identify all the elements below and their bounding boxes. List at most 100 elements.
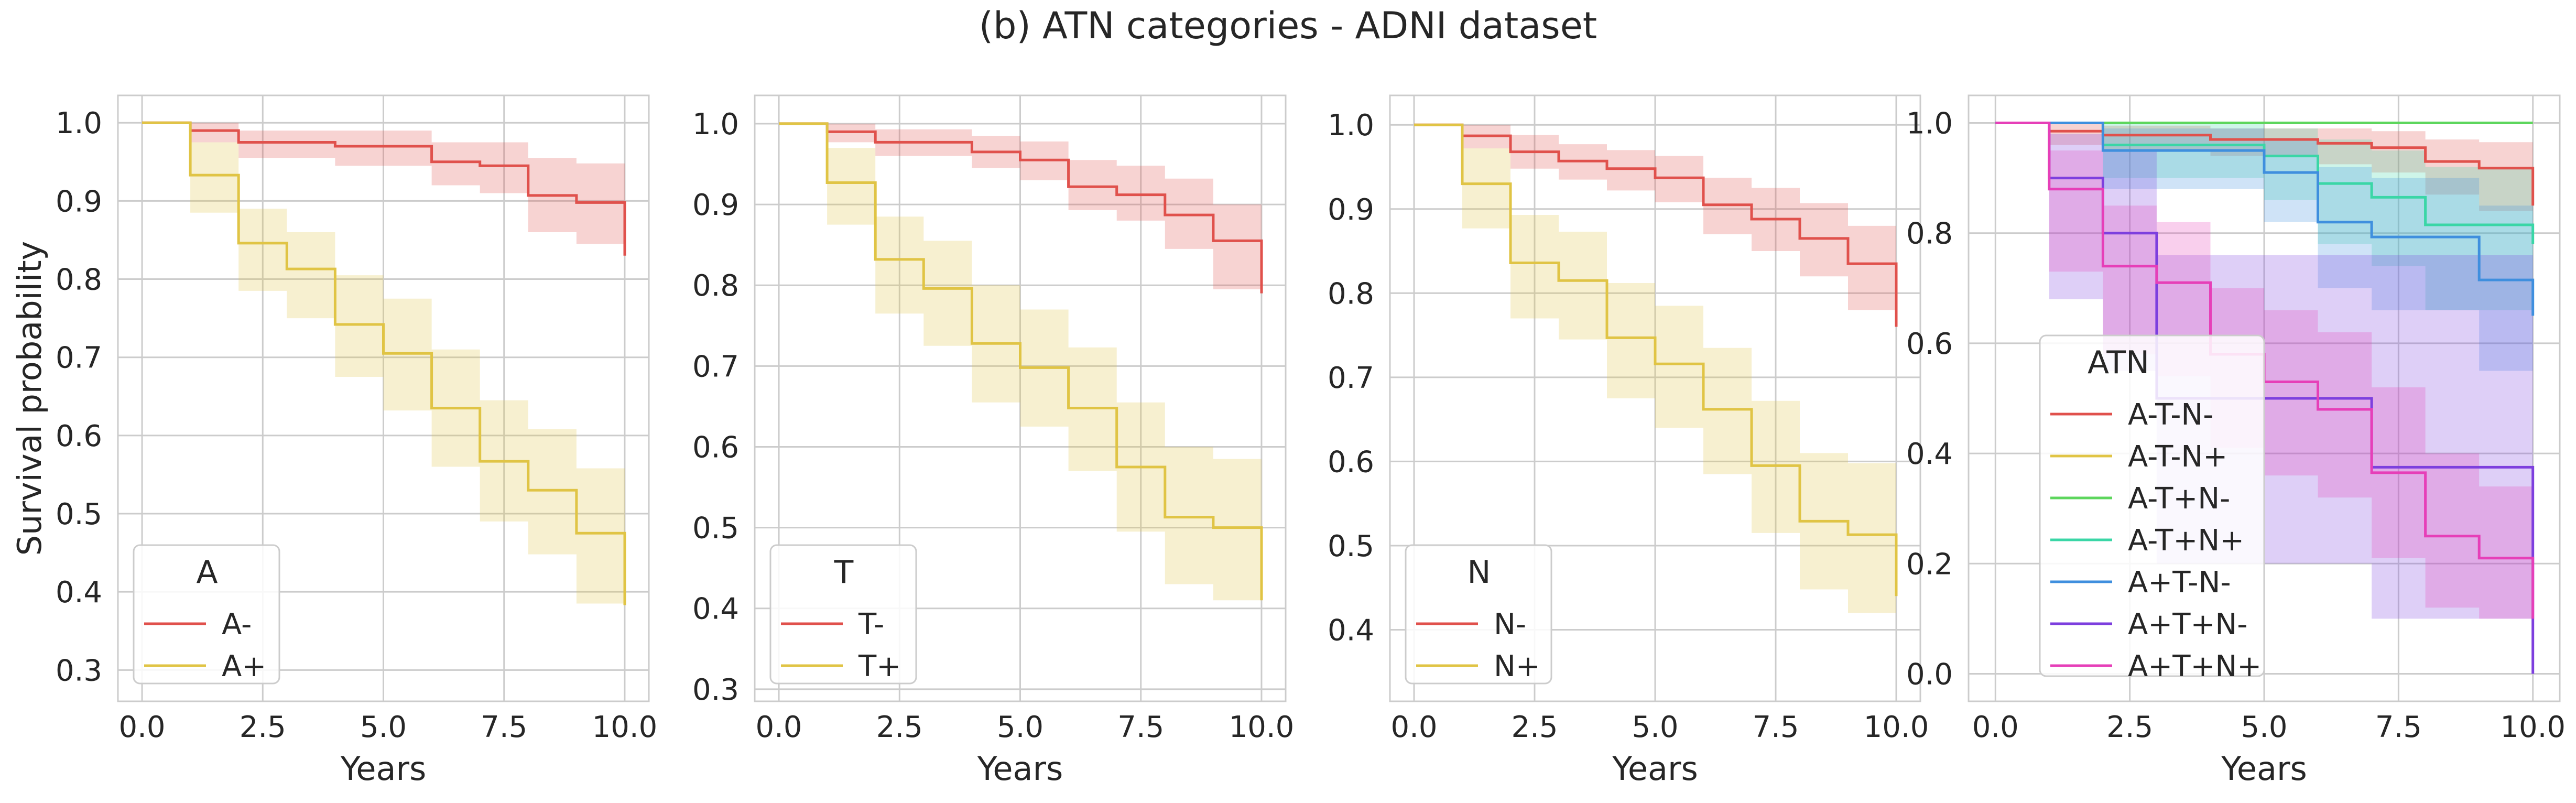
x-tick-label: 0.0 (1972, 710, 2019, 744)
y-axis-label: Survival probability (10, 241, 49, 556)
legend-label: T- (858, 607, 884, 642)
legend-box (133, 544, 280, 685)
y-tick-label: 0.8 (692, 269, 739, 303)
legend-label: A+ (222, 649, 266, 683)
x-tick-label: 0.0 (119, 710, 166, 744)
series-line-T- (779, 122, 1263, 294)
chart-panel-2: 0.0 2.5 5.0 7.5 10.0 0.3 0.4 0.5 0.6 0.7 0.8 0.9 1.0… (692, 94, 1295, 788)
y-tick-label: 0.9 (1328, 193, 1374, 227)
x-tick-label: 10.0 (2500, 710, 2566, 744)
ci-band-A+ (142, 123, 625, 678)
legend: ATN A-T-N- A-T-N+ A-T+N- A-T+N+ A+T-N- A+T+N- A… (2039, 334, 2265, 683)
y-tick-label: 0.6 (1906, 327, 1953, 361)
x-axis-label: Years (340, 750, 427, 788)
chart-panel-4: 0.0 2.5 5.0 7.5 10.0 0.0 0.2 0.4 0.6 0.8 1.0 Years A… (1906, 94, 2566, 788)
ci-band-A+T-N- (1995, 123, 2533, 437)
legend: AA- A+ (133, 544, 280, 685)
x-tick-label: 0.0 (1390, 710, 1437, 744)
legend-label: T+ (858, 649, 901, 683)
x-tick-label: 2.5 (240, 710, 286, 744)
plot-frame (117, 94, 650, 702)
x-tick-label: 10.0 (1864, 710, 1929, 744)
y-tick-label: 0.9 (692, 188, 739, 222)
y-tick-label: 0.4 (1328, 614, 1374, 648)
x-tick-label: 7.5 (1752, 710, 1799, 744)
figure-title: (b) ATN categories - ADNI dataset (979, 4, 1597, 47)
y-tick-label: 0.5 (56, 497, 102, 531)
x-tick-label: 10.0 (592, 710, 658, 744)
x-axis-label: Years (977, 750, 1063, 788)
y-tick-label: 1.0 (692, 107, 739, 142)
y-tick-label: 0.9 (56, 185, 102, 219)
legend-box (2039, 334, 2265, 677)
plot-frame (1968, 94, 2561, 702)
legend-label: A-T+N+ (2128, 524, 2244, 558)
x-tick-label: 5.0 (1632, 710, 1678, 744)
plot-frame (1389, 94, 1921, 702)
x-tick-label: 0.0 (756, 710, 802, 744)
y-tick-label: 1.0 (1328, 108, 1374, 143)
y-tick-label: 1.0 (1906, 107, 1953, 141)
chart-panel-1: 0.0 2.5 5.0 7.5 10.0 0.3 0.4 0.5 0.6 0.7 0.8 0.9 1.0… (10, 94, 658, 788)
x-tick-label: 10.0 (1229, 710, 1295, 744)
x-tick-label: 2.5 (1511, 710, 1558, 744)
legend: TT- T+ (769, 544, 917, 685)
x-tick-label: 7.5 (2375, 710, 2422, 744)
y-tick-label: 0.4 (1906, 437, 1953, 471)
ci-band-A- (142, 123, 625, 314)
ci-band-A-T-N- (1995, 123, 2533, 277)
x-tick-label: 5.0 (997, 710, 1044, 744)
legend-label: N+ (1494, 649, 1540, 683)
x-tick-label: 7.5 (1117, 710, 1164, 744)
series-line-A+T-N- (1995, 122, 2535, 316)
y-tick-label: 0.6 (56, 419, 102, 453)
legend-label: A+T-N- (2128, 566, 2231, 600)
series-line-N- (1414, 123, 1898, 327)
legend-label: A- (222, 607, 252, 642)
y-tick-label: 1.0 (56, 106, 102, 140)
legend-box (769, 544, 917, 685)
legend-label: N- (1494, 607, 1526, 642)
series-line-N+ (1414, 123, 1898, 596)
ci-band-T- (779, 123, 1262, 358)
y-tick-label: 0.4 (56, 576, 102, 610)
x-tick-label: 2.5 (876, 710, 923, 744)
x-tick-label: 5.0 (360, 710, 407, 744)
y-tick-label: 0.3 (56, 654, 102, 688)
ci-band-N- (1414, 125, 1896, 394)
legend-label: A-T+N- (2128, 482, 2230, 516)
legend-title: N (1468, 554, 1491, 591)
y-tick-label: 0.7 (1328, 361, 1374, 395)
y-tick-label: 0.8 (56, 263, 102, 297)
series-line-A+ (142, 121, 626, 605)
ci-band-A-T+N+ (1995, 123, 2533, 343)
y-tick-label: 0.5 (692, 512, 739, 546)
y-tick-label: 0.3 (692, 673, 739, 707)
legend-label: A+T+N+ (2128, 649, 2262, 683)
y-tick-label: 0.4 (692, 592, 739, 626)
legend-label: A+T+N- (2128, 607, 2247, 642)
y-tick-label: 0.7 (692, 350, 739, 384)
legend-label: A-T-N- (2128, 398, 2214, 432)
legend-title: A (196, 554, 218, 591)
y-tick-label: 0.5 (1328, 529, 1374, 563)
legend: NN- N+ (1405, 544, 1552, 685)
series-line-T+ (779, 122, 1263, 601)
legend-title: ATN (2088, 344, 2149, 381)
ci-band-T+ (779, 123, 1262, 681)
y-tick-label: 0.2 (1906, 547, 1953, 581)
series-line-A- (142, 121, 626, 256)
series-line-A-T-N- (1995, 122, 2535, 206)
legend-label: A-T-N+ (2128, 440, 2227, 474)
chart-panel-3: 0.0 2.5 5.0 7.5 10.0 0.4 0.5 0.6 0.7 0.8 0.9 1.0 Yea… (1328, 94, 1929, 788)
legend-title: T (834, 554, 854, 591)
x-tick-label: 2.5 (2106, 710, 2153, 744)
plot-frame (754, 94, 1287, 702)
legend-box (1405, 544, 1552, 685)
x-tick-label: 5.0 (2241, 710, 2287, 744)
y-tick-label: 0.8 (1906, 217, 1953, 251)
x-axis-label: Years (1612, 750, 1698, 788)
y-tick-label: 0.8 (1328, 277, 1374, 311)
x-axis-label: Years (2221, 750, 2307, 788)
